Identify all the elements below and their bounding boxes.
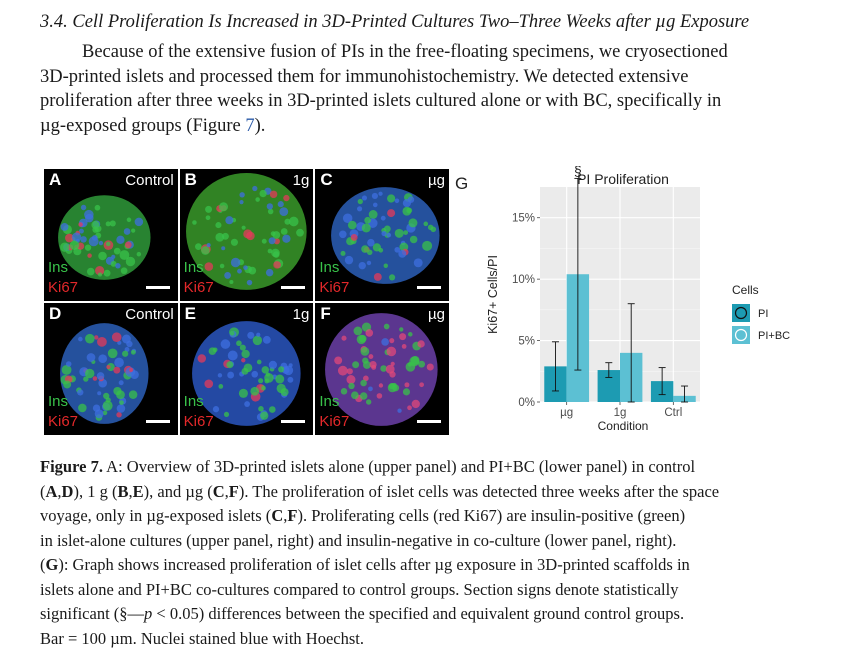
x-tick-label: 1g xyxy=(614,407,627,419)
stain-label-ins: Ins xyxy=(319,393,340,410)
panel-letter: E xyxy=(184,304,196,323)
caption-line: in islet-alone cultures (upper panel, ri… xyxy=(40,530,677,550)
paragraph-line: µg-exposed groups (Figure 7). xyxy=(40,114,824,139)
body-paragraph: Because of the extensive fusion of PIs i… xyxy=(40,40,824,138)
chart-title: PI Proliferation xyxy=(577,171,669,187)
stain-label-ins: Ins xyxy=(183,259,204,276)
tissue-image xyxy=(325,313,438,426)
legend-title: Cells xyxy=(732,283,759,297)
panel-condition: µg xyxy=(428,306,445,323)
stain-label-ki67: Ki67 xyxy=(48,413,79,430)
panel-letter: A xyxy=(49,170,62,189)
y-tick-label: 5% xyxy=(518,336,535,348)
stain-label-ki67: Ki67 xyxy=(183,413,214,430)
y-tick-label: 10% xyxy=(512,274,535,286)
stain-label-ins: Ins xyxy=(319,259,340,276)
scale-bar xyxy=(145,420,170,423)
x-tick-label: Ctrl xyxy=(664,407,682,419)
stain-label-ki67: Ki67 xyxy=(319,413,350,430)
stain-label-ins: Ins xyxy=(183,393,204,410)
legend-marker xyxy=(734,306,748,320)
section-heading: 3.4. Cell Proliferation Is Increased in … xyxy=(40,12,750,32)
stain-label-ki67: Ki67 xyxy=(183,279,214,296)
panel-letter-g: G xyxy=(455,174,469,193)
scale-bar xyxy=(417,286,441,289)
y-tick-label: 15% xyxy=(512,213,535,225)
bar xyxy=(597,370,620,402)
tissue-image xyxy=(191,321,301,426)
micrograph-panel: E 1g Ins Ki67 xyxy=(179,303,314,435)
paragraph-line: Because of the extensive fusion of PIs i… xyxy=(82,42,728,62)
figure-caption: Figure 7. A: Overview of 3D-printed isle… xyxy=(40,455,824,651)
panel-letter: F xyxy=(320,304,331,323)
legend-swatch xyxy=(732,304,750,322)
paragraph-line: 3D-printed islets and processed them for… xyxy=(40,66,689,87)
scale-bar xyxy=(145,286,170,289)
micrograph-panel: A Control Ins Ki67 xyxy=(44,169,178,301)
x-tick-label: µg xyxy=(560,407,573,419)
caption-line: Bar = 100 µm. Nuclei stained blue with H… xyxy=(40,628,364,648)
panel-letter: B xyxy=(184,170,197,189)
tissue-image xyxy=(58,195,151,280)
tissue-image xyxy=(185,173,307,290)
legend-label: PI+BC xyxy=(758,330,790,342)
scale-bar xyxy=(417,420,441,423)
stain-label-ins: Ins xyxy=(48,393,69,410)
stain-label-ki67: Ki67 xyxy=(319,279,350,296)
proliferation-chart: 0% 5% 10% 15% µg 1g Ctrl § PI Proliferation Condi… xyxy=(478,162,798,438)
caption-line: significant (§—p < 0.05) differences bet… xyxy=(40,604,685,623)
caption-line: (G): Graph shows increased proliferation… xyxy=(40,555,690,574)
stain-label-ki67: Ki67 xyxy=(48,279,79,296)
caption-line: (A,D), 1 g (B,E), and µg (C,F). The prol… xyxy=(40,481,720,501)
panel-letter: D xyxy=(49,304,62,323)
y-tick-label: 0% xyxy=(518,397,535,409)
scale-bar xyxy=(281,420,306,423)
scale-bar xyxy=(281,286,306,289)
y-axis-title: Ki67+ Cells/PI xyxy=(486,255,500,334)
figure-link[interactable]: 7 xyxy=(245,115,255,136)
panel-condition: µg xyxy=(428,172,445,189)
panel-condition: 1g xyxy=(292,172,310,189)
caption-line: islets alone and PI+BC co-cultures compa… xyxy=(40,579,679,599)
paragraph-line: proliferation after three weeks in 3D-pr… xyxy=(40,91,722,111)
panel-letter: C xyxy=(320,170,333,189)
paragraph-line-text: µg-exposed groups (Figure xyxy=(40,115,246,136)
significance-mark: § xyxy=(574,166,582,178)
micrograph-panel: D Control Ins Ki67 xyxy=(44,303,178,435)
legend-label: PI xyxy=(758,308,768,320)
tissue-image xyxy=(60,323,149,424)
micrograph-panel: B 1g Ins Ki67 xyxy=(179,169,314,301)
caption-line: voyage, only in µg-exposed islets (C,F).… xyxy=(40,506,686,525)
panel-condition: 1g xyxy=(292,306,310,323)
panel-condition: Control xyxy=(125,172,174,189)
stain-label-ins: Ins xyxy=(48,259,69,276)
legend-marker xyxy=(734,328,748,342)
tissue-image xyxy=(331,187,440,284)
x-axis-title: Condition xyxy=(598,419,649,433)
legend-swatch xyxy=(732,326,750,344)
paragraph-line-end: ). xyxy=(254,115,266,136)
caption-line: Figure 7. A: Overview of 3D-printed isle… xyxy=(40,457,696,476)
panel-condition: Control xyxy=(125,306,174,323)
